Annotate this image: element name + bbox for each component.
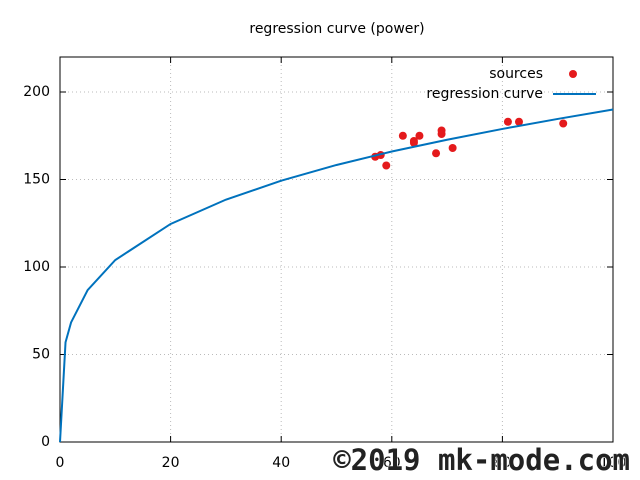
- y-tick-label: 100: [23, 259, 50, 275]
- legend-label: sources: [489, 66, 543, 82]
- chart-title: regression curve (power): [249, 21, 424, 37]
- legend-label: regression curve: [426, 86, 543, 102]
- data-point: [437, 130, 446, 138]
- data-point: [415, 131, 424, 140]
- y-tick-label: 0: [41, 434, 50, 450]
- regression-line: [59, 108, 614, 443]
- data-point: [503, 117, 512, 126]
- x-tick-label: 60: [383, 455, 401, 471]
- y-tick-label: 200: [23, 84, 50, 100]
- x-tick-label: 20: [162, 455, 180, 471]
- y-tick-label: 150: [23, 172, 50, 188]
- x-tick-label: 0: [56, 455, 65, 471]
- x-tick-label: 80: [493, 455, 511, 471]
- data-point: [448, 144, 457, 152]
- watermark: ©2019 mk-mode.com: [333, 443, 630, 477]
- data-point: [514, 117, 523, 126]
- data-point: [382, 161, 391, 170]
- data-point: [398, 131, 407, 140]
- legend-marker: [569, 70, 577, 78]
- x-tick-label: 40: [272, 455, 290, 471]
- y-tick-label: 50: [32, 347, 50, 363]
- data-point: [409, 138, 418, 147]
- x-tick-label: 100: [600, 455, 627, 471]
- plot-frame: [59, 56, 614, 443]
- data-point: [432, 149, 441, 158]
- data-point: [559, 119, 568, 128]
